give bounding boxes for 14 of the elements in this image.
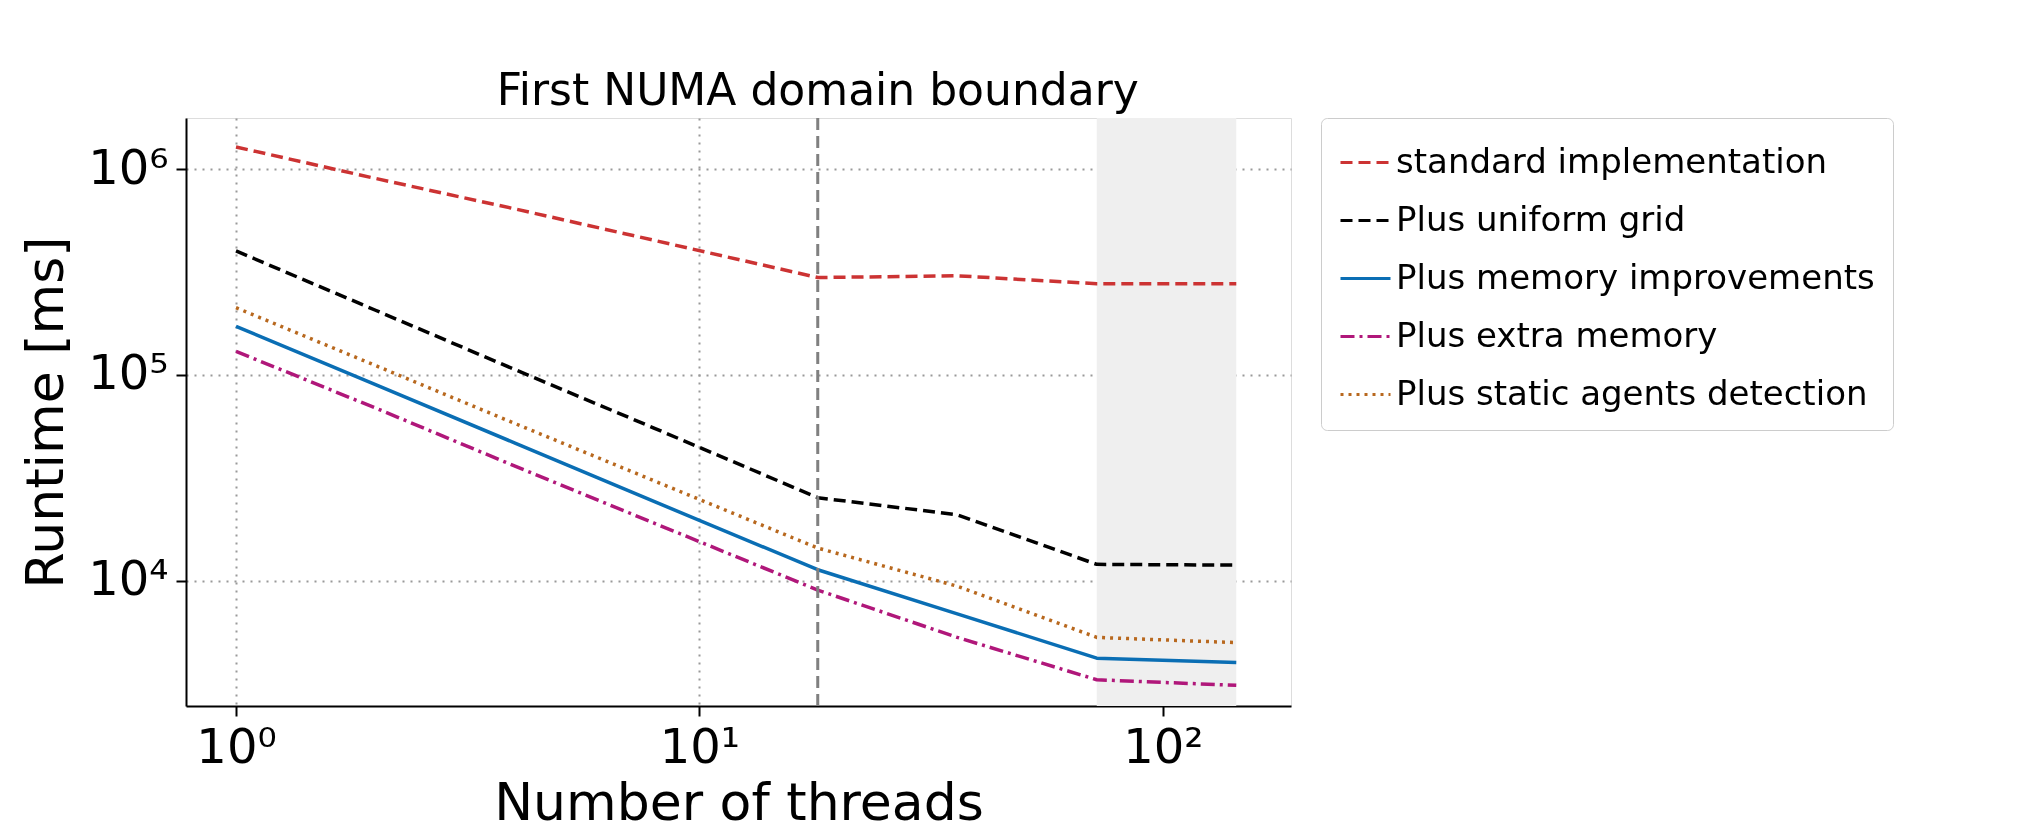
y-axis-title: Runtime [ms] (15, 236, 76, 589)
x-tick-label: 10² (1123, 717, 1204, 774)
legend-label: Plus uniform grid (1396, 198, 1686, 239)
x-axis-title: Number of threads (494, 771, 984, 832)
legend-label: Plus memory improvements (1396, 256, 1875, 297)
legend-label: standard implementation (1396, 140, 1828, 181)
y-tick-label: 10⁴ (88, 550, 169, 607)
legend-label: Plus static agents detection (1396, 372, 1868, 413)
x-tick-label: 10¹ (659, 717, 741, 774)
x-tick-label: 10⁰ (196, 717, 277, 774)
legend-label: Plus extra memory (1396, 314, 1718, 355)
y-tick-label: 10⁵ (88, 344, 169, 401)
y-tick-label: 10⁶ (88, 138, 169, 195)
ref-line-label: First NUMA domain boundary (496, 64, 1139, 115)
